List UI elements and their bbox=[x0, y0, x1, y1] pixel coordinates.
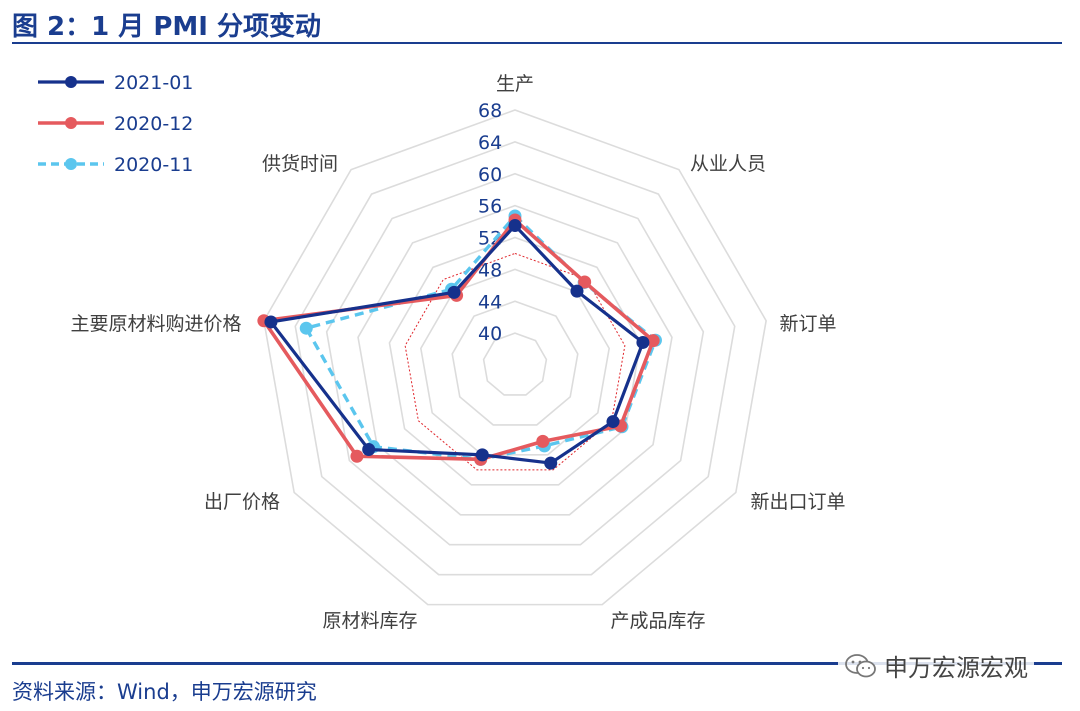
legend-marker-2021-01 bbox=[65, 76, 77, 88]
data-point-2020-12 bbox=[350, 449, 364, 463]
radial-tick-label: 40 bbox=[478, 323, 502, 345]
radial-tick-label: 64 bbox=[478, 132, 502, 154]
source-note: 资料来源：Wind，申万宏源研究 bbox=[12, 680, 317, 704]
series-line-2020-12 bbox=[262, 218, 655, 462]
series-line-2021-01 bbox=[269, 223, 645, 465]
legend-label: 2020-12 bbox=[114, 113, 193, 135]
radar-chart: 4044485256606468生产从业人员新订单新出口订单产成品库存原材料库存… bbox=[38, 72, 846, 632]
grid-ring bbox=[263, 109, 767, 606]
grid-ring bbox=[419, 268, 611, 456]
radial-tick-label: 68 bbox=[478, 100, 502, 122]
grid-ring bbox=[451, 300, 579, 426]
data-point-2021-01 bbox=[508, 219, 522, 233]
data-point-2021-01 bbox=[362, 442, 376, 456]
category-label: 新订单 bbox=[779, 313, 836, 335]
legend-marker-2020-12 bbox=[65, 117, 77, 129]
data-point-2020-12 bbox=[578, 275, 592, 289]
title-rule bbox=[12, 42, 1062, 44]
category-label: 供货时间 bbox=[262, 153, 338, 175]
data-point-2021-01 bbox=[636, 335, 650, 349]
data-point-2021-01 bbox=[570, 284, 584, 298]
grid-ring bbox=[388, 236, 642, 486]
radial-tick-label: 44 bbox=[478, 291, 502, 313]
data-point-2020-12 bbox=[536, 434, 550, 448]
data-point-2021-01 bbox=[475, 448, 489, 462]
watermark-text: 申万宏源宏观 bbox=[884, 654, 1028, 682]
grid-ring bbox=[357, 204, 673, 516]
category-label: 新出口订单 bbox=[750, 491, 845, 513]
page-title: 图 2：1 月 PMI 分项变动 bbox=[12, 12, 321, 42]
data-point-2020-11 bbox=[299, 321, 313, 335]
data-point-2020-12 bbox=[646, 334, 660, 348]
category-label: 从业人员 bbox=[690, 153, 766, 175]
category-label: 生产 bbox=[496, 73, 534, 95]
legend-label: 2021-01 bbox=[114, 72, 193, 94]
data-point-2021-01 bbox=[447, 285, 461, 299]
radial-tick-label: 48 bbox=[478, 259, 502, 281]
reference-line bbox=[404, 252, 626, 471]
radial-tick-label: 60 bbox=[478, 164, 502, 186]
data-point-2021-01 bbox=[544, 456, 558, 470]
data-point-2021-01 bbox=[606, 415, 620, 429]
category-label: 原材料库存 bbox=[322, 610, 417, 632]
watermark: 申万宏源宏观 bbox=[838, 646, 1034, 685]
wechat-icon bbox=[845, 653, 876, 677]
data-point-2021-01 bbox=[264, 315, 278, 329]
radial-tick-label: 56 bbox=[478, 196, 502, 218]
category-label: 出厂价格 bbox=[204, 491, 280, 513]
grid-ring bbox=[482, 332, 548, 396]
grid-ring bbox=[325, 172, 705, 546]
category-label: 产成品库存 bbox=[610, 610, 705, 632]
footer-rule bbox=[12, 662, 1062, 665]
category-label: 主要原材料购进价格 bbox=[70, 313, 241, 335]
grid-ring bbox=[294, 141, 736, 576]
legend-label: 2020-11 bbox=[114, 154, 193, 176]
legend-marker-2020-11 bbox=[65, 158, 77, 170]
